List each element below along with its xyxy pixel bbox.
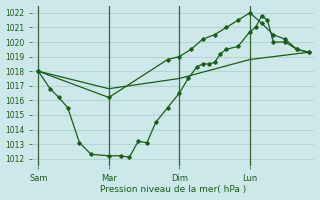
X-axis label: Pression niveau de la mer( hPa ): Pression niveau de la mer( hPa ) (100, 185, 247, 194)
